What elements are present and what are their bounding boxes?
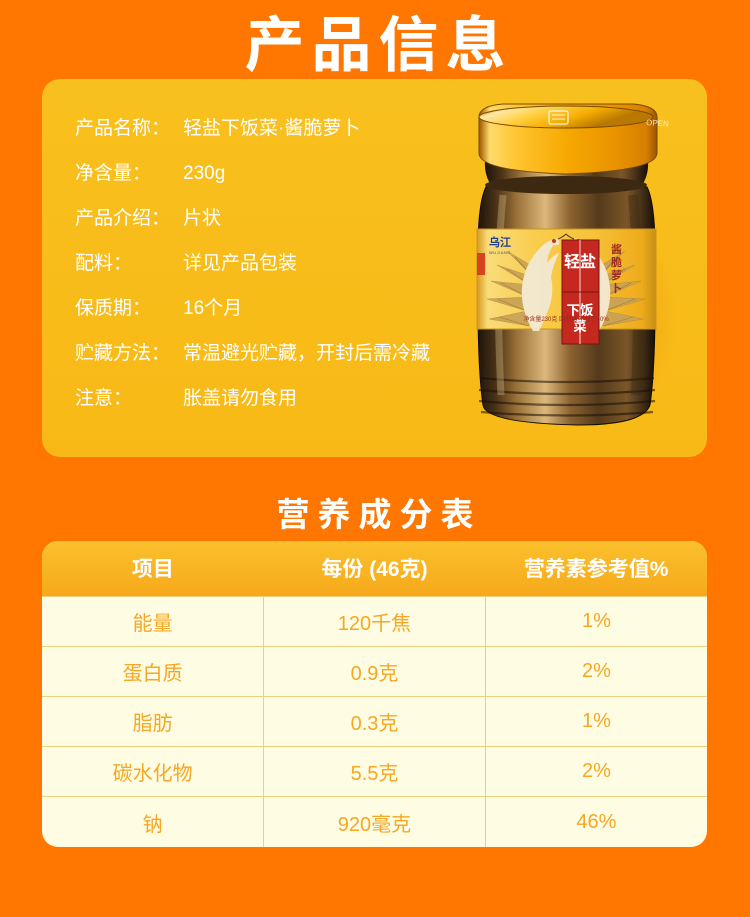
svg-text:脆: 脆	[611, 255, 622, 269]
svg-text:WUJIANG: WUJIANG	[489, 250, 511, 255]
svg-text:酱: 酱	[611, 242, 622, 256]
svg-text:卜: 卜	[611, 282, 622, 295]
svg-text:轻盐: 轻盐	[564, 253, 596, 271]
svg-text:净含量230克 固形物 不低于60%: 净含量230克 固形物 不低于60%	[523, 315, 609, 323]
svg-text:萝: 萝	[611, 268, 622, 282]
svg-text:OPEN: OPEN	[646, 118, 669, 129]
svg-text:乌江: 乌江	[489, 235, 511, 249]
svg-text:下饭: 下饭	[567, 302, 595, 318]
